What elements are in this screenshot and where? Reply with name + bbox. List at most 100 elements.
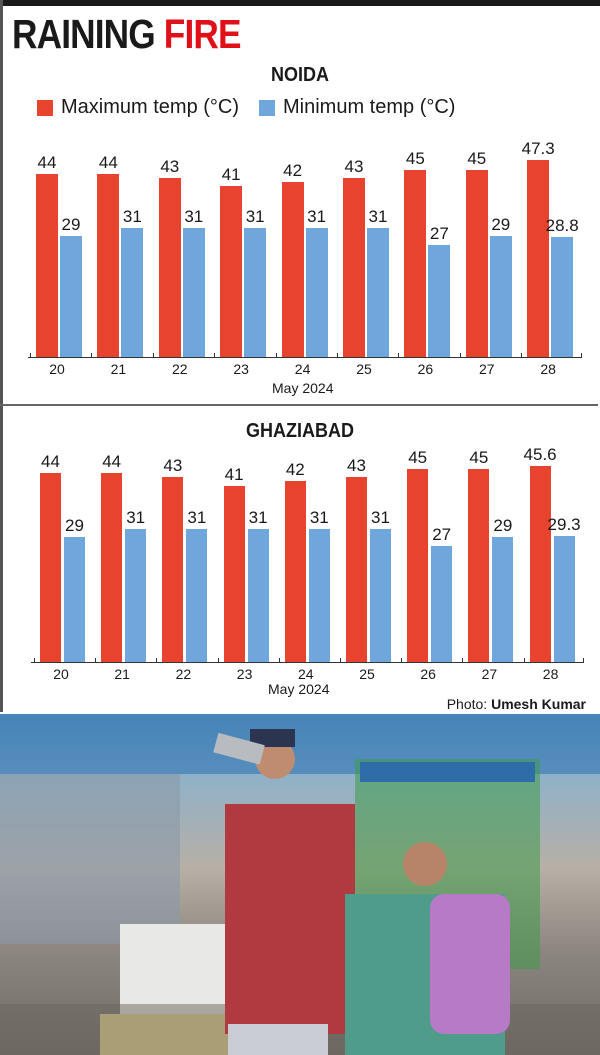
max-temp-bar bbox=[468, 468, 490, 662]
legend-min-label: Minimum temp (°C) bbox=[283, 96, 456, 118]
x-axis bbox=[28, 357, 582, 358]
x-tick-label: 20 bbox=[53, 666, 69, 682]
max-temp-bar bbox=[465, 169, 488, 357]
max-temp-value: 43 bbox=[163, 456, 183, 476]
x-tick-label: 22 bbox=[175, 666, 192, 682]
x-tick bbox=[583, 658, 584, 663]
min-temp-bar bbox=[370, 528, 391, 662]
x-tick-label: 23 bbox=[233, 361, 249, 377]
max-temp-bar bbox=[36, 173, 58, 357]
noida-x-title: May 2024 bbox=[272, 380, 334, 396]
x-tick bbox=[459, 353, 461, 358]
max-temp-bar bbox=[162, 477, 184, 662]
x-tick bbox=[278, 658, 280, 663]
x-tick-label: 26 bbox=[420, 666, 436, 682]
max-temp-value: 45 bbox=[408, 447, 428, 467]
x-tick-label: 27 bbox=[479, 361, 495, 377]
min-temp-bar bbox=[308, 528, 330, 662]
ghaziabad-title: GHAZIABAD bbox=[246, 420, 354, 442]
min-temp-bar bbox=[60, 236, 82, 357]
max-temp-value: 45.6 bbox=[523, 444, 557, 464]
legend-min: Minimum temp (°C) bbox=[259, 96, 455, 119]
min-temp-bar bbox=[428, 244, 451, 357]
max-temp-value: 44 bbox=[102, 451, 122, 471]
max-temp-bar bbox=[220, 186, 243, 357]
max-temp-bar bbox=[97, 173, 120, 357]
x-tick bbox=[156, 658, 158, 663]
max-temp-bar bbox=[343, 178, 365, 357]
min-temp-bar bbox=[247, 528, 269, 662]
x-tick-label: 25 bbox=[359, 666, 375, 682]
max-temp-bar bbox=[527, 160, 550, 357]
x-tick bbox=[217, 658, 219, 663]
min-temp-bar bbox=[489, 236, 512, 357]
photo-credit: Photo: Umesh Kumar bbox=[447, 696, 586, 712]
x-tick-label: 24 bbox=[298, 666, 314, 682]
x-tick bbox=[91, 353, 93, 358]
headline: RAINING FIRE bbox=[12, 11, 242, 57]
max-temp-value: 44 bbox=[41, 451, 60, 471]
min-temp-bar bbox=[64, 537, 85, 662]
min-temp-value: 31 bbox=[184, 207, 204, 227]
max-temp-value: 45 bbox=[467, 148, 487, 168]
x-tick bbox=[523, 658, 525, 663]
min-temp-value: 31 bbox=[371, 507, 390, 527]
x-tick bbox=[275, 353, 277, 358]
ghaziabad-x-title: May 2024 bbox=[268, 681, 330, 697]
min-temp-value: 27 bbox=[429, 223, 449, 243]
min-temp-value: 31 bbox=[368, 207, 388, 227]
min-temp-bar bbox=[431, 545, 453, 662]
max-temp-bar bbox=[281, 182, 304, 357]
min-temp-bar bbox=[553, 536, 575, 662]
x-tick bbox=[214, 353, 216, 358]
x-tick-label: 20 bbox=[49, 361, 65, 377]
x-tick bbox=[462, 658, 464, 663]
max-temp-value: 43 bbox=[160, 157, 180, 177]
min-temp-bar bbox=[125, 528, 147, 662]
max-temp-value: 45 bbox=[469, 447, 489, 467]
max-temp-value: 43 bbox=[347, 456, 366, 476]
x-tick bbox=[337, 353, 338, 358]
x-tick-label: 25 bbox=[356, 361, 372, 377]
x-tick bbox=[95, 658, 97, 663]
x-tick bbox=[340, 658, 341, 663]
headline-part1: RAINING bbox=[12, 11, 164, 57]
x-tick-label: 22 bbox=[172, 361, 188, 377]
x-tick bbox=[581, 353, 582, 358]
min-temp-value: 31 bbox=[187, 507, 207, 527]
min-temp-value: 29.3 bbox=[547, 515, 581, 534]
top-rule bbox=[0, 0, 600, 6]
max-temp-value: 42 bbox=[283, 161, 303, 181]
min-temp-value: 31 bbox=[307, 207, 327, 227]
max-temp-bar bbox=[284, 481, 306, 662]
min-temp-bar bbox=[492, 537, 514, 662]
max-temp-bar bbox=[101, 472, 123, 662]
x-tick-label: 27 bbox=[481, 666, 498, 682]
x-tick bbox=[34, 658, 35, 663]
x-tick-label: 21 bbox=[110, 361, 127, 377]
credit-prefix: Photo: bbox=[446, 696, 492, 712]
min-temp-value: 28.8 bbox=[545, 216, 579, 236]
max-temp-value: 44 bbox=[98, 152, 118, 172]
max-temp-value: 44 bbox=[37, 152, 57, 172]
credit-name: Umesh Kumar bbox=[491, 696, 586, 712]
x-tick-label: 28 bbox=[540, 361, 556, 377]
max-temp-bar bbox=[404, 169, 427, 357]
min-temp-bar bbox=[186, 528, 208, 662]
x-tick bbox=[521, 353, 523, 358]
max-temp-bar bbox=[407, 468, 429, 662]
max-temp-value: 42 bbox=[285, 460, 305, 480]
min-temp-bar bbox=[121, 228, 144, 357]
x-axis bbox=[31, 662, 584, 663]
max-temp-value: 43 bbox=[344, 157, 364, 177]
x-tick bbox=[152, 353, 154, 358]
min-temp-value: 31 bbox=[245, 207, 265, 227]
legend-min-swatch bbox=[259, 99, 276, 116]
min-temp-value: 31 bbox=[309, 507, 329, 527]
min-temp-bar bbox=[367, 228, 389, 357]
news-photo bbox=[0, 714, 600, 1055]
max-temp-bar bbox=[346, 477, 367, 662]
left-rule bbox=[0, 0, 3, 712]
max-temp-bar bbox=[158, 178, 181, 357]
min-temp-bar bbox=[182, 228, 205, 357]
